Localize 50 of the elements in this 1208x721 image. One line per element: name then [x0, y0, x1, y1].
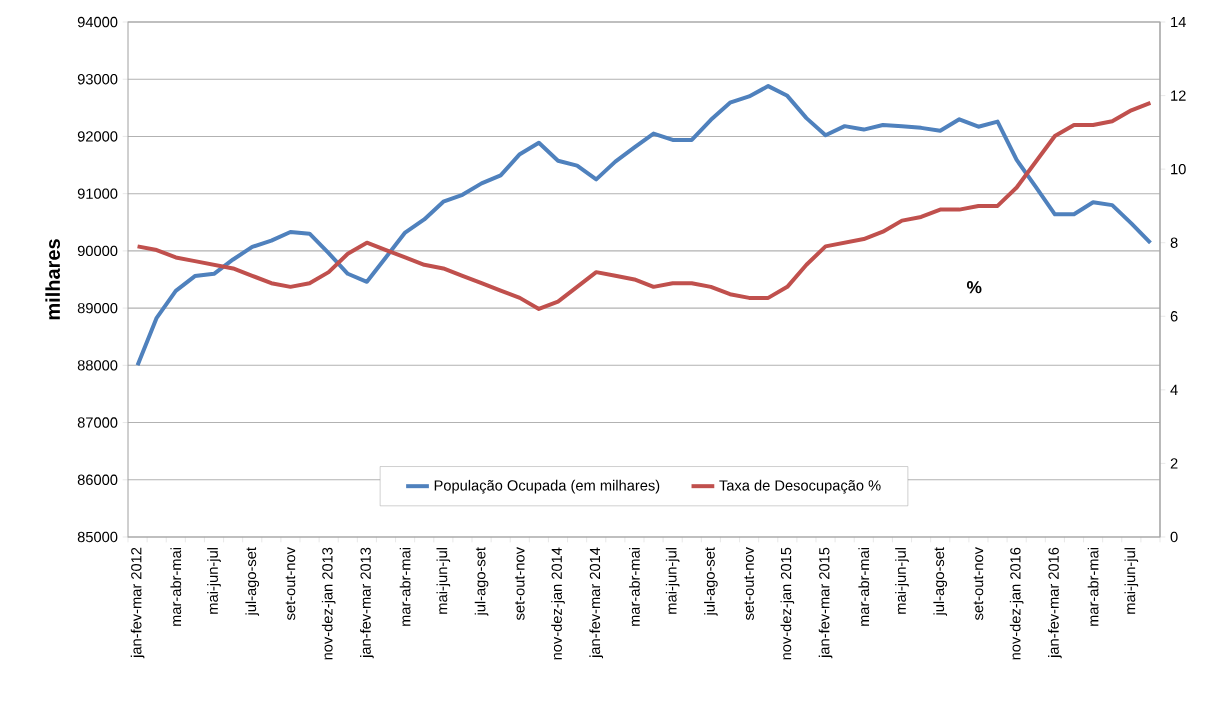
x-tick-label: mai-jun-jul — [665, 548, 680, 614]
y-tick-label: 94000 — [77, 16, 118, 28]
x-tick-label: mai-jun-jul — [436, 548, 451, 614]
y-tick-label: 92000 — [77, 131, 118, 142]
x-tick-label: jan-fev-mar 2016 — [1048, 547, 1062, 659]
x-tick-label: nov-dez-jan 2015 — [780, 547, 795, 660]
y-tick-label: 86000 — [77, 474, 118, 485]
y2-tick-label: 0 — [1170, 531, 1178, 543]
y2-tick-label: 10 — [1171, 163, 1186, 175]
annotation: % — [966, 281, 982, 294]
x-tick-label: mar-abr-mai — [629, 548, 640, 626]
y2-tick-label: 4 — [1170, 384, 1178, 395]
x-tick-label: set-out-nov — [285, 547, 296, 620]
x-tick-label: jul-ago-set — [704, 547, 718, 616]
x-tick-label: jan-fev-mar 2012 — [130, 547, 145, 659]
y2-tick-label: 8 — [1170, 237, 1178, 248]
x-tick-label: jan-fev-mar 2013 — [360, 547, 374, 659]
y-tick-label: 93000 — [77, 74, 118, 85]
x-tick-label: nov-dez-jan 2016 — [1009, 547, 1024, 660]
y2-tick-label: 14 — [1171, 16, 1186, 28]
y-tick-label: 90000 — [77, 245, 118, 257]
line-series — [135, 84, 1153, 368]
x-tick-label: set-out-nov — [744, 547, 754, 620]
x-tick-label: mar-abr-mai — [858, 548, 870, 626]
x-tick-label: mar-abr-mai — [170, 548, 182, 626]
x-tick-label: jul-ago-set — [933, 547, 948, 616]
x-tick-label: mai-jun-jul — [895, 548, 909, 614]
y-tick-label: 87000 — [77, 417, 118, 428]
y-tick-label: 91000 — [77, 188, 118, 199]
x-tick-label: mai-jun-jul — [1124, 548, 1139, 614]
x-tick-label: nov-dez-jan 2013 — [321, 547, 336, 660]
y2-tick-label: 12 — [1171, 90, 1186, 101]
x-tick-label: jul-ago-set — [474, 547, 489, 616]
x-tick-label: set-out-nov — [973, 547, 984, 620]
x-tick-label: jan-fev-mar 2015 — [818, 547, 833, 659]
legend-label: Taxa de Desocupação % — [719, 479, 881, 494]
x-tick-label: mar-abr-mai — [399, 548, 411, 626]
x-tick-label: jan-fev-mar 2014 — [589, 547, 604, 659]
y2-tick-label: 2 — [1170, 458, 1178, 469]
y-tick-label: 89000 — [77, 302, 118, 314]
y-tick-label: 88000 — [77, 360, 118, 371]
x-tick-label: nov-dez-jan 2014 — [551, 547, 565, 660]
y-tick-label: 85000 — [77, 531, 118, 543]
x-tick-label: set-out-nov — [514, 547, 525, 620]
x-tick-label: jul-ago-set — [245, 547, 260, 616]
y2-tick-label: 6 — [1170, 311, 1178, 322]
x-tick-label: mar-abr-mai — [1087, 548, 1099, 626]
legend-label: População Ocupada (em milhares) — [434, 479, 660, 494]
x-tick-label: mai-jun-jul — [207, 548, 221, 614]
y-axis-title: milhares — [45, 239, 61, 320]
